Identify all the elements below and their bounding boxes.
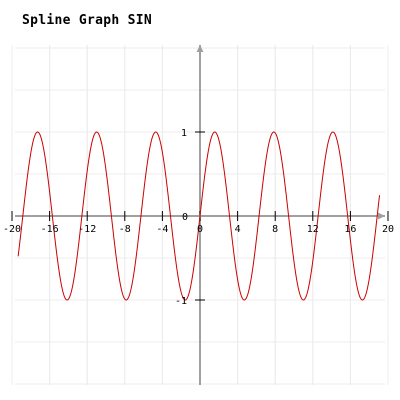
x-tick-label: 16	[344, 224, 356, 235]
sin-series-line	[17, 131, 381, 301]
x-tick-label: -20	[3, 224, 21, 235]
y-tick-label: 1	[181, 128, 187, 139]
x-tick-label: 0	[197, 224, 203, 235]
x-tick-label: 12	[307, 224, 319, 235]
y-axis-arrow	[196, 45, 204, 52]
tick-labels: -28-24-20-16-12-8-404812162024281-10	[3, 128, 394, 307]
x-tick-label: 4	[235, 224, 241, 235]
x-tick-label: 20	[382, 224, 394, 235]
x-tick-label: 8	[272, 224, 278, 235]
x-tick-label: -4	[156, 224, 168, 235]
origin-label: 0	[182, 212, 188, 223]
y-tick-label: -1	[175, 296, 187, 307]
chart-title: Spline Graph SIN	[22, 13, 153, 28]
series-layer	[17, 131, 381, 301]
x-tick-label: -8	[119, 224, 131, 235]
x-tick-label: -12	[78, 224, 96, 235]
x-axis-arrow	[378, 212, 385, 220]
x-tick-label: -16	[41, 224, 59, 235]
